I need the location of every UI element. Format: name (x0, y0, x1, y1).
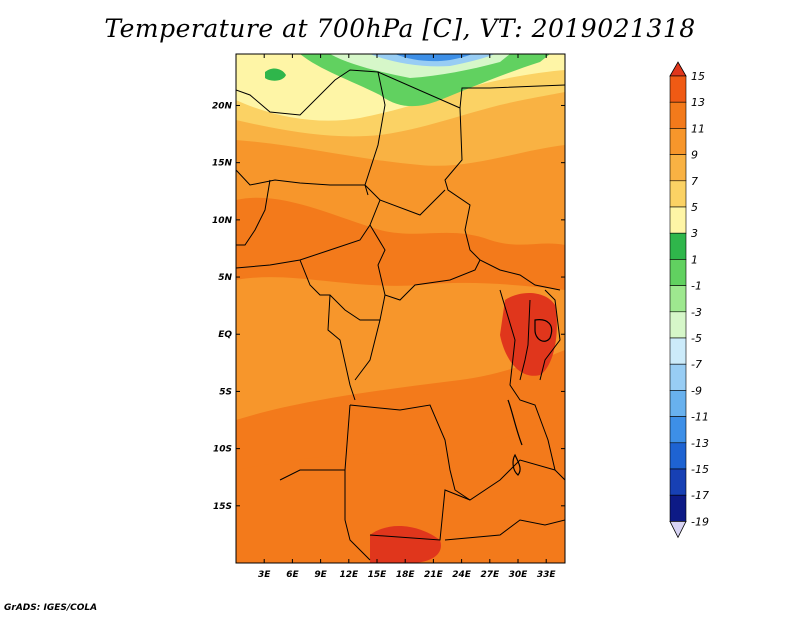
colorbar-segment (669, 101, 687, 129)
x-tick-label: 6E (286, 570, 299, 580)
lakes (507, 319, 553, 476)
colorbar-segment (669, 494, 687, 522)
field-pale-yellow (236, 54, 565, 137)
y-tick-label: 10N (212, 216, 233, 226)
map-frame (235, 53, 566, 564)
field-north-mild (236, 54, 565, 166)
x-tick-label: 3E (258, 570, 271, 580)
colorbar-segment (669, 154, 687, 182)
colorbar-label: -15 (691, 463, 709, 476)
field-light-blue (370, 54, 495, 67)
x-tick-label: 12E (339, 570, 359, 580)
country-borders (236, 69, 565, 561)
y-tick-label: 10S (213, 445, 232, 455)
credit-label: GrADS: IGES/COLA (4, 603, 98, 613)
colorbar-label: -9 (691, 384, 702, 397)
colorbar-segment (669, 285, 687, 313)
colorbar-label: -3 (691, 306, 702, 319)
colorbar-segment (669, 363, 687, 391)
colorbar-segment (669, 337, 687, 365)
field-south-warm (236, 350, 565, 563)
field-sahel-warm (236, 197, 565, 290)
x-axis: 3E 6E 9E 12E 15E 18E 21E 24E 27E 30E 33E (258, 54, 556, 580)
y-tick-label: 20N (212, 101, 233, 111)
colorbar-segment (669, 128, 687, 155)
colorbar-segment (669, 442, 687, 470)
chart-title: Temperature at 700hPa [C], VT: 201902131… (104, 14, 696, 43)
colorbar-label: 11 (691, 122, 705, 135)
y-tick-label: 5N (218, 273, 232, 283)
field-blue (395, 54, 472, 62)
colorbar-label: 5 (691, 201, 698, 214)
colorbar-segment (669, 468, 687, 496)
colorbar-top-triangle (669, 61, 687, 77)
colorbar-label: 7 (691, 175, 698, 188)
colorbar-segment (669, 206, 687, 234)
colorbar-segment (669, 390, 687, 417)
colorbar-label: -17 (691, 489, 709, 502)
colorbar-label: -11 (691, 411, 709, 424)
x-tick-label: 27E (480, 570, 500, 580)
field-south-warm-2 (236, 415, 565, 563)
x-tick-label: 21E (424, 570, 444, 580)
field-kalahari-hot (370, 525, 441, 563)
colorbar-label: -19 (691, 515, 709, 528)
x-tick-label: 30E (509, 570, 529, 580)
colorbar-segment (669, 259, 687, 286)
y-tick-label: EQ (218, 330, 232, 340)
y-tick-label: 5S (219, 387, 232, 397)
field-green (300, 54, 550, 107)
colorbar-bottom-triangle (669, 521, 687, 539)
field-base (236, 54, 565, 563)
colorbar-label: -5 (691, 332, 702, 345)
x-tick-label: 18E (396, 570, 416, 580)
colorbar-segment (669, 311, 687, 339)
colorbar-label: -13 (691, 437, 709, 450)
x-tick-label: 33E (537, 570, 557, 580)
colorbar-segment (669, 232, 687, 260)
colorbar-segment (669, 75, 687, 103)
field-pale-green (330, 54, 510, 78)
x-tick-label: 9E (314, 570, 327, 580)
colorbar: 15 13 11 9 7 5 3 1 -1 -3 -5 -7 -9 -11 -13 -15 -17 -19 (669, 61, 709, 539)
colorbar-label: 1 (691, 253, 698, 266)
field-east-hot (500, 293, 557, 376)
x-tick-label: 15E (368, 570, 388, 580)
colorbar-segment (669, 416, 687, 444)
y-tick-label: 15N (212, 159, 233, 169)
colorbar-label: 3 (691, 227, 698, 240)
colorbar-label: 9 (691, 149, 698, 162)
field-lightest-yellow (236, 54, 565, 121)
temperature-field (236, 54, 565, 563)
field-green-spot (265, 68, 286, 81)
x-tick-label: 24E (452, 570, 472, 580)
colorbar-segment (669, 180, 687, 208)
colorbar-label: 13 (691, 96, 705, 109)
y-tick-label: 15S (213, 502, 232, 512)
colorbar-label: -7 (691, 358, 702, 371)
colorbar-label: -1 (691, 280, 702, 293)
colorbar-label: 15 (691, 70, 705, 83)
y-axis: 20N 15N 10N 5N EQ 5S 10S 15S (212, 101, 565, 512)
